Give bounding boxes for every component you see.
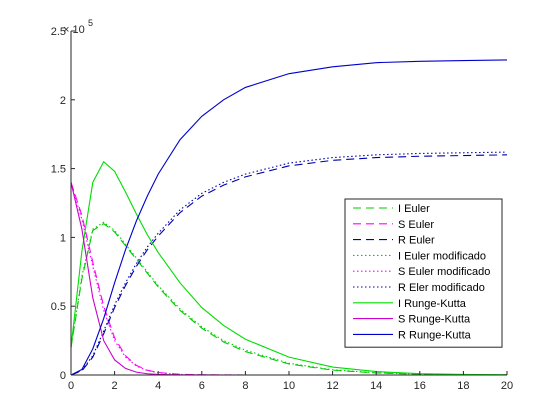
x-tick-label: 2 [112, 380, 118, 392]
legend-label-4: I Euler modificado [398, 250, 486, 262]
legend: I Euler S Euler R Euler I Euler modificado S… [344, 198, 503, 348]
x-tick-label: 8 [242, 380, 248, 392]
series-line-5 [70, 182, 507, 376]
legend-label-2: S Euler [398, 219, 434, 231]
x-tick-label: 4 [155, 380, 161, 392]
series-line-3 [70, 154, 508, 376]
ticks-layer: 0 2 4 6 8 10 12 14 16 18 20 0 0.5 1 1.5 2 2.5 [51, 26, 513, 392]
x-tick-label: 18 [457, 380, 469, 392]
series-line-6 [70, 151, 508, 376]
legend-label-3: R Euler [398, 235, 435, 247]
series-line-9 [70, 59, 508, 376]
legend-label-1: I Euler [398, 203, 430, 215]
x-tick-label: 0 [68, 380, 74, 392]
y-tick-label: 2 [60, 95, 66, 107]
y-tick-label: 0.5 [51, 301, 66, 313]
legend-label-9: R Runge-Kutta [398, 329, 472, 341]
legend-label-6: R Eler modificado [398, 282, 485, 294]
legend-label-8: S Runge-Kutta [398, 314, 471, 326]
x-tick-label: 14 [370, 380, 382, 392]
legend-label-7: I Runge-Kutta [398, 298, 467, 310]
y-tick-label: 2.5 [51, 26, 66, 38]
x-tick-label: 10 [283, 380, 295, 392]
y-multiplier-exponent: 5 [88, 18, 93, 28]
y-tick-label: 1.5 [51, 164, 66, 176]
y-tick-label: 0 [60, 370, 66, 382]
x-tick-label: 20 [501, 380, 513, 392]
legend-label-5: S Euler modificado [398, 266, 490, 278]
x-tick-label: 16 [414, 380, 426, 392]
y-tick-label: 1 [60, 232, 66, 244]
x-tick-label: 6 [199, 380, 205, 392]
series-layer [70, 59, 508, 376]
x-tick-label: 12 [326, 380, 338, 392]
y-multiplier-base: × 10 [63, 24, 85, 36]
